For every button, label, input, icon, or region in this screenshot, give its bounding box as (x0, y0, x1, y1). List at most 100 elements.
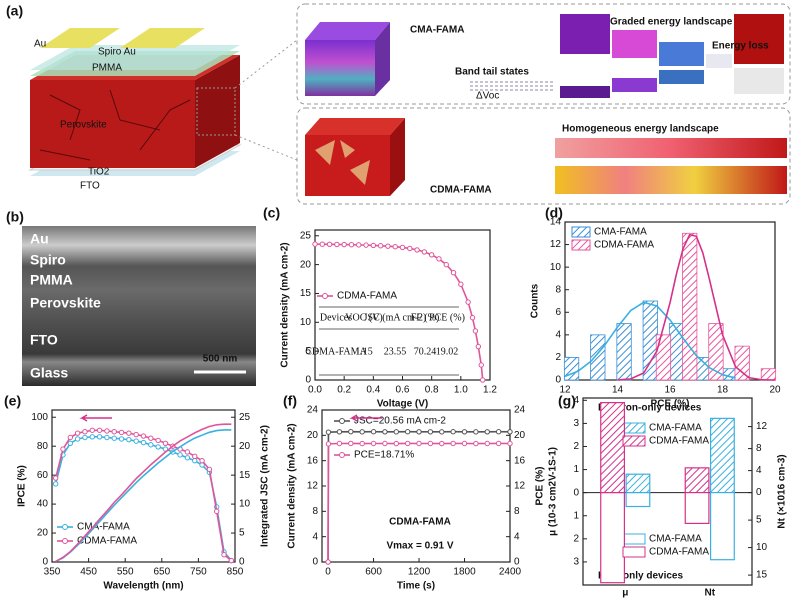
panel-label: (d) (545, 205, 563, 221)
y-axis-label: μ (10-3 cm2V-1S-1) (548, 447, 559, 536)
data-point (421, 249, 428, 255)
y2-tick-label: 0 (514, 557, 520, 568)
y-tick-label: 12 (550, 239, 562, 250)
data-point (67, 440, 74, 446)
data-point (359, 440, 365, 447)
y-tick-label: 1 (573, 510, 579, 521)
data-point (96, 434, 103, 440)
data-point (82, 434, 88, 441)
panel-label: (c) (263, 205, 280, 221)
y-tick-label: 4 (555, 329, 561, 340)
layer-label: FTO (80, 181, 100, 192)
data-point (461, 429, 468, 435)
y-tick-label: 5 (305, 346, 311, 357)
data-point (133, 438, 139, 444)
y-tick-label: 0 (305, 375, 311, 386)
x-tick-label: 0.6 (396, 385, 410, 396)
bar (682, 232, 698, 381)
panel-label: (b) (6, 209, 24, 225)
table-cell: 70.24 (414, 346, 437, 357)
table-header: JSC (mA cm-2) (364, 312, 427, 323)
bar (625, 473, 651, 494)
bar (709, 417, 735, 494)
y-tick-label: 12 (307, 481, 319, 492)
panel-label: (g) (558, 393, 576, 409)
legend-swatch (622, 533, 646, 545)
data-point (465, 299, 471, 305)
bar (642, 300, 658, 381)
energy-block (612, 30, 657, 58)
data-point (52, 481, 59, 487)
data-point (472, 328, 479, 334)
data-point (428, 252, 435, 258)
y-tick-label: 2 (573, 441, 579, 452)
y-tick-label: 8 (555, 284, 561, 295)
bar (625, 492, 651, 508)
legend-marker (62, 538, 68, 544)
annotation: Homogeneous energy landscape (562, 124, 719, 135)
plot-frame (51, 409, 236, 563)
legend-marker (339, 452, 345, 458)
y-tick-label: 4 (312, 531, 318, 542)
perovskite-front (30, 80, 195, 168)
data-point (377, 243, 384, 249)
y-tick-label: 60 (37, 470, 49, 481)
data-point (478, 362, 484, 368)
data-point (370, 429, 377, 435)
y-tick-label: 100 (31, 412, 48, 423)
y2-tick-label: 20 (514, 430, 526, 441)
layer-label: Glass (30, 365, 68, 381)
data-point (348, 242, 355, 248)
y-tick-label: 2 (573, 533, 579, 544)
data-point (148, 442, 154, 448)
data-point (325, 429, 332, 435)
x-tick-label: 16 (664, 385, 676, 396)
sample-title: CDMA-FAMA (430, 185, 492, 196)
data-point (356, 242, 362, 248)
bar (684, 492, 710, 525)
panel-label: (f) (283, 393, 297, 409)
bar (655, 334, 672, 381)
data-point (104, 428, 110, 434)
bar (734, 345, 750, 381)
data-point (404, 429, 411, 435)
legend-swatch (571, 226, 591, 238)
data-point (111, 435, 117, 441)
grain-boundaries (39, 89, 191, 161)
data-point (111, 429, 117, 435)
x-tick-label: 2400 (499, 567, 522, 578)
annotation: Energy loss (712, 41, 769, 52)
fit-curve (564, 301, 736, 379)
y2-tick-label: 15 (756, 570, 768, 581)
x-tick-label: 0.0 (308, 385, 322, 396)
data-point (439, 440, 445, 447)
legend-marker (62, 524, 68, 530)
data-point (67, 434, 74, 441)
data-point (82, 429, 88, 435)
annotation: Graded energy landscape (610, 17, 733, 28)
table-header: VOC (V) (345, 312, 383, 323)
energy-block (659, 70, 704, 84)
legend-label: CDMA-FAMA (649, 436, 709, 447)
x-tick-label: 14 (612, 385, 624, 396)
y2-tick-label: 8 (514, 506, 520, 517)
energy-block (612, 78, 657, 92)
data-point (184, 455, 191, 461)
x-axis-label: Wavelength (nm) (103, 581, 183, 592)
cdma-cube-top (305, 118, 405, 135)
data-point (450, 269, 457, 276)
data-point (312, 241, 318, 247)
energy-block (560, 14, 610, 54)
bar (709, 492, 735, 561)
legend-label: CMA-FAMA (594, 227, 647, 238)
data-point (140, 433, 147, 439)
data-point (228, 557, 235, 564)
arrow (349, 414, 382, 422)
bar (600, 492, 626, 584)
data-point (382, 429, 388, 435)
data-point (399, 244, 406, 251)
data-point (392, 244, 398, 250)
data-point (89, 427, 95, 433)
data-point (414, 247, 420, 253)
data-point (336, 440, 343, 447)
